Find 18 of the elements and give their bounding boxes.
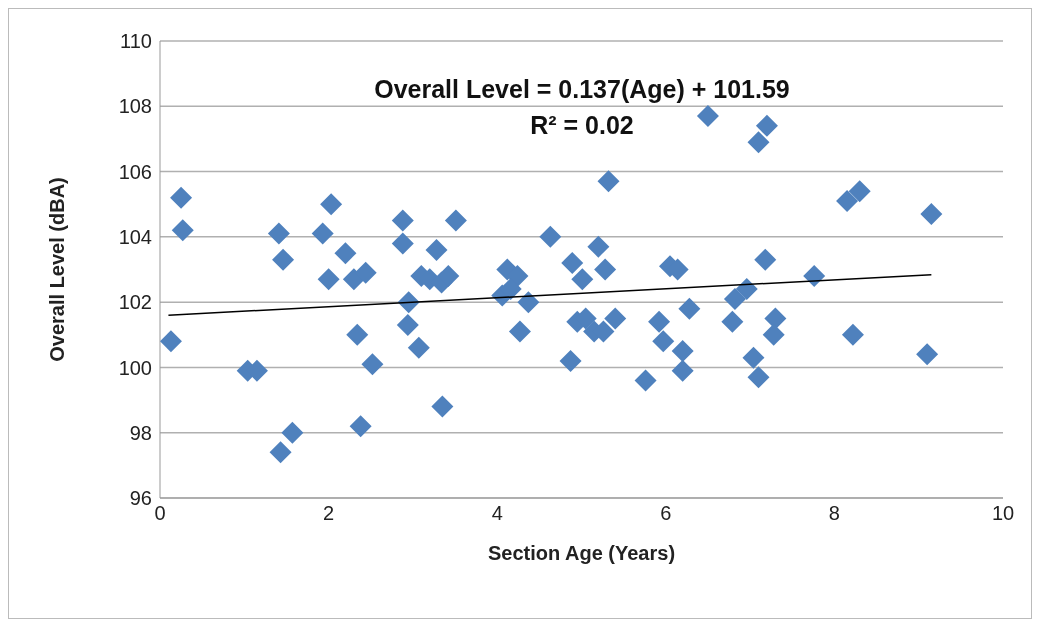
annotation: Overall Level = 0.137(Age) + 101.59 — [373, 74, 791, 105]
y-tick-label: 96 — [129, 487, 152, 510]
x-tick-label: 8 — [828, 502, 840, 525]
y-tick-label: 108 — [118, 95, 152, 118]
x-tick-label: 10 — [991, 502, 1015, 525]
y-tick-label: 100 — [118, 356, 152, 379]
x-axis-title: Section Age (Years) — [487, 542, 676, 564]
y-axis-title: Overall Level (dBA) — [46, 177, 69, 362]
x-tick-label: 0 — [154, 502, 166, 525]
y-tick-label: 110 — [120, 30, 152, 53]
y-tick-label: 98 — [129, 421, 152, 444]
x-tick-label: 2 — [323, 502, 335, 525]
x-tick-label: 4 — [491, 502, 503, 525]
y-tick-label: 104 — [118, 225, 152, 248]
x-tick-label: 6 — [660, 502, 672, 525]
annotation: R² = 0.02 — [529, 110, 635, 141]
y-tick-label: 102 — [118, 291, 152, 314]
y-tick-label: 106 — [118, 160, 152, 183]
